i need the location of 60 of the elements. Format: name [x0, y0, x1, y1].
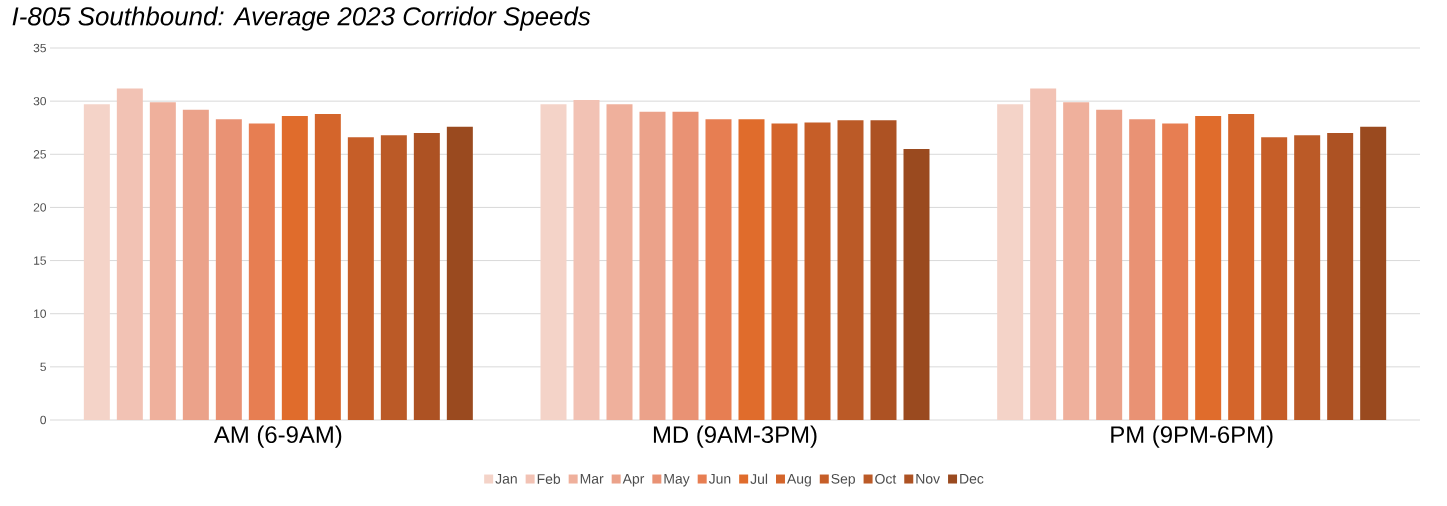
bar	[1030, 88, 1057, 420]
bar	[83, 104, 110, 420]
x-tick-label: MD (9AM-3PM)	[653, 425, 817, 448]
bar	[705, 119, 732, 420]
legend-label: Jun	[708, 473, 731, 484]
bar	[1360, 126, 1387, 420]
bar	[281, 116, 308, 420]
bar	[116, 88, 143, 420]
y-tick-label: 15	[34, 256, 46, 265]
legend-label: May	[664, 473, 690, 487]
legend-label: Jul	[750, 473, 768, 484]
bar	[1129, 119, 1156, 420]
bar	[347, 137, 374, 420]
bar	[870, 120, 897, 420]
bar	[1261, 137, 1288, 420]
bar	[149, 102, 176, 420]
y-tick-label: 35	[33, 43, 46, 53]
bar	[672, 111, 699, 420]
y-tick-label: 0	[40, 415, 47, 425]
bar	[771, 123, 798, 420]
bar	[997, 104, 1024, 420]
bar	[380, 135, 407, 420]
bar	[1294, 135, 1321, 420]
bar	[738, 119, 765, 420]
bar	[1327, 133, 1354, 420]
bar	[1096, 109, 1123, 420]
y-tick-label: 30	[33, 96, 47, 106]
legend-label: Jan	[495, 473, 517, 484]
legend-label: Aug	[786, 473, 811, 487]
bar	[573, 100, 600, 420]
bar	[1162, 123, 1189, 420]
y-tick-label: 5	[40, 362, 46, 372]
bar	[215, 119, 242, 420]
legend-label: Mar	[580, 473, 604, 484]
bar	[314, 113, 341, 420]
bar	[540, 104, 567, 420]
legend-label: Dec	[960, 473, 984, 484]
bar	[413, 133, 440, 420]
chart-title: I-805 Southbound: Average 2023 Corridor Speeds	[12, 6, 591, 31]
bar	[1228, 113, 1255, 420]
bar	[606, 104, 633, 420]
legend-label: Nov	[916, 473, 940, 484]
bar	[182, 109, 209, 420]
bar	[804, 122, 831, 420]
legend-label: Feb	[537, 473, 561, 484]
bar	[1195, 116, 1222, 420]
x-tick-label: PM (9PM-6PM)	[1111, 425, 1273, 448]
bar	[248, 123, 275, 420]
legend-label: Apr	[622, 473, 645, 487]
bar	[837, 120, 864, 420]
legend-label: Oct	[875, 473, 897, 484]
y-tick-label: 10	[34, 309, 47, 318]
y-tick-label: 20	[33, 203, 47, 212]
y-tick-label: 25	[33, 150, 46, 159]
bar	[1063, 102, 1090, 420]
bar	[639, 111, 666, 420]
bar	[903, 148, 930, 420]
x-tick-label: AM (6-9AM)	[213, 425, 342, 448]
bar	[446, 126, 473, 420]
legend-label: Sep	[831, 473, 855, 487]
